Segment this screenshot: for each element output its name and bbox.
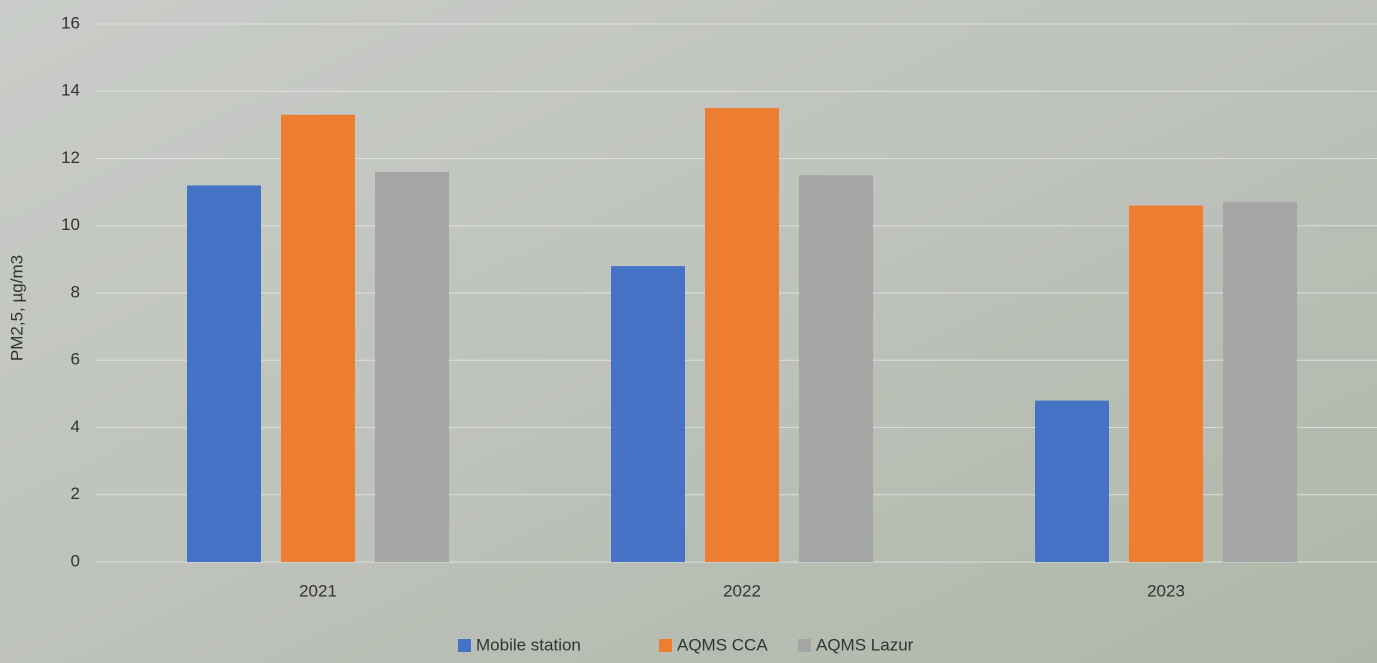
y-tick-label: 8	[71, 282, 80, 301]
legend-swatch	[659, 639, 672, 652]
y-tick-label: 0	[71, 551, 80, 570]
y-tick-label: 14	[61, 81, 80, 100]
x-tick-label: 2023	[1147, 581, 1185, 600]
y-tick-label: 10	[61, 215, 80, 234]
y-tick-label: 16	[61, 13, 80, 32]
x-tick-label: 2022	[723, 581, 761, 600]
legend: Mobile station AQMS CCA AQMS Lazur	[458, 635, 914, 654]
y-axis-label: PM2,5, µg/m3	[7, 255, 26, 361]
bar	[1223, 202, 1297, 562]
y-tick-label: 2	[71, 484, 80, 503]
bar	[1035, 400, 1109, 562]
bar	[705, 108, 779, 562]
bar	[375, 171, 449, 562]
bar	[281, 114, 355, 562]
legend-swatch	[458, 639, 471, 652]
bar	[1129, 205, 1203, 562]
bar	[799, 175, 873, 562]
x-tick-label: 2021	[299, 581, 337, 600]
bar	[187, 185, 261, 562]
legend-label: Mobile station	[476, 635, 581, 654]
bar	[611, 266, 685, 562]
y-tick-label: 6	[71, 350, 80, 369]
legend-label: AQMS Lazur	[816, 635, 914, 654]
y-tick-label: 12	[61, 148, 80, 167]
y-tick-label: 4	[71, 417, 80, 436]
legend-swatch	[798, 639, 811, 652]
legend-label: AQMS CCA	[677, 635, 768, 654]
